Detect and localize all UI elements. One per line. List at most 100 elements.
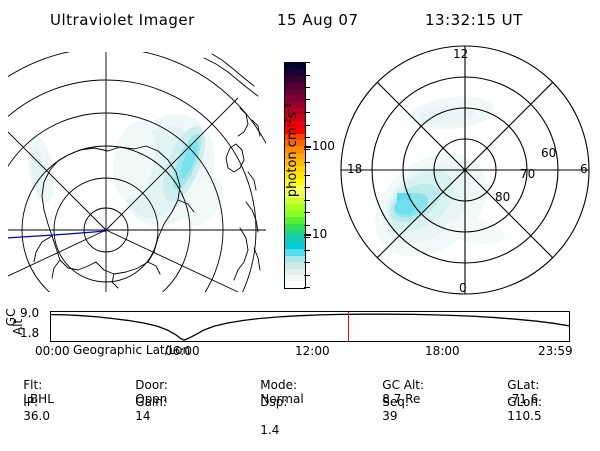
geographic-map-svg: [8, 52, 266, 292]
mlt-label-6: 6: [580, 162, 588, 176]
colorbar-segment: [285, 127, 305, 134]
colorbar-tick: [304, 175, 310, 176]
status-ip-label: IP:: [23, 395, 39, 409]
colorbar-segment: [285, 146, 305, 153]
colorbar-segment: [285, 185, 305, 192]
mlt-spokes: [341, 46, 589, 294]
colorbar-unit-mid: s: [285, 111, 301, 119]
status-glat-label: GLat:: [507, 378, 540, 392]
colorbar-segment: [285, 88, 305, 96]
colorbar-tick: [304, 137, 310, 138]
longitude-grid: [8, 52, 266, 292]
colorbar-segment: [285, 262, 305, 269]
colorbar-segment: [285, 159, 305, 166]
colorbar-segment: [285, 114, 305, 121]
colorbar-segment: [285, 152, 305, 160]
colorbar-segment: [285, 140, 305, 147]
status-dsp-label: Dsp:: [260, 395, 288, 409]
colorbar-segment: [285, 165, 305, 173]
colorbar-segment: [285, 229, 305, 237]
colorbar-tick-major: [304, 234, 311, 236]
header-bar: Ultraviolet Imager 15 Aug 07 13:32:15 UT: [0, 8, 600, 32]
colorbar-tick: [304, 212, 310, 213]
apex-mlt-panel[interactable]: 12 6 0 18 60 70 80 Apex MLat/MLT: [335, 45, 595, 295]
status-ip-value: 36.0: [23, 409, 50, 423]
orbit-ytick-low: 1.8: [20, 326, 40, 340]
status-dsp: Dsp: 1.4: [245, 381, 287, 451]
colorbar-tick: [304, 149, 310, 150]
status-ip: IP: 36.0: [8, 381, 50, 437]
colorbar-segment: [285, 63, 305, 70]
colorbar-segment: [285, 172, 305, 179]
colorbar-tick: [304, 75, 310, 76]
colorbar-panel: photon cm-2s-1 100 10: [265, 55, 335, 295]
colorbar-tick: [304, 287, 310, 288]
mlat-ring-label-60: 60: [541, 146, 557, 160]
apex-mlt-svg: [340, 45, 590, 295]
status-flt-label: Flt:: [23, 378, 43, 392]
colorbar-axis-label: photon cm-2s-1: [269, 83, 315, 233]
instrument-title: Ultraviolet Imager: [50, 11, 195, 29]
status-gain-value: 14: [135, 409, 151, 423]
colorbar-tick: [304, 262, 310, 263]
colorbar-unit-main: photon cm: [285, 127, 301, 198]
colorbar-ticks: [304, 62, 311, 289]
coastline-fragments: [203, 53, 261, 281]
mlt-label-18: 18: [347, 162, 363, 176]
orbit-altitude-panel[interactable]: GC Alt 9.0 1.8: [0, 300, 600, 358]
colorbar-segment: [285, 95, 305, 102]
colorbar-tick: [304, 99, 310, 100]
mlat-ring-label-80: 80: [495, 190, 511, 204]
orbit-plot-frame: [50, 311, 570, 342]
colorbar-segment: [285, 204, 305, 211]
status-gain-label: Gain:: [135, 395, 167, 409]
current-time-marker[interactable]: [347, 312, 350, 341]
status-glon-label: GLon:: [507, 395, 543, 409]
colorbar-segment: [285, 197, 305, 205]
colorbar-tick-label-100: 100: [312, 139, 335, 153]
colorbar-segment: [285, 217, 305, 224]
colorbar-segment: [285, 75, 305, 83]
colorbar-segment: [285, 120, 305, 128]
colorbar-segment: [285, 236, 305, 243]
status-glon: GLon: 110.5: [492, 381, 542, 437]
geographic-map-panel[interactable]: Geographic Lat/Lon: [8, 52, 266, 356]
terminator-line: [8, 230, 107, 239]
colorbar-tick: [304, 250, 310, 251]
colorbar-segment: [285, 249, 305, 256]
colorbar-segment: [285, 69, 305, 76]
observation-time: 13:32:15 UT: [425, 11, 523, 29]
status-mode-label: Mode:: [260, 378, 298, 392]
observation-date: 15 Aug 07: [277, 11, 359, 29]
colorbar-tick: [304, 87, 310, 88]
colorbar-tick: [304, 225, 310, 226]
spacecraft-altitude-curve: [50, 313, 570, 341]
status-gain: Gain: 14: [120, 381, 167, 437]
aurora-emission-apex: [375, 96, 505, 257]
colorbar-segment: [285, 268, 305, 275]
colorbar-segment: [285, 274, 305, 282]
status-glon-value: 110.5: [507, 409, 542, 423]
colorbar-segment: [285, 281, 305, 288]
status-seq-label: Seq:: [382, 395, 409, 409]
colorbar-segment: [285, 223, 305, 230]
colorbar-tick: [304, 112, 310, 113]
mlt-label-0: 0: [459, 281, 467, 295]
colorbar-segment: [285, 210, 305, 218]
colorbar-segment: [285, 255, 305, 263]
colorbar-tick: [304, 162, 310, 163]
colorbar-segment: [285, 191, 305, 198]
colorbar-tick: [304, 275, 310, 276]
colorbar-unit-exp2: -1: [283, 102, 294, 112]
status-footer: Flt: LBHL Door: Open Mode: Normal GC Alt…: [0, 364, 600, 437]
orbit-ytick-high: 9.0: [20, 306, 40, 320]
colorbar-segment: [285, 101, 305, 108]
colorbar-tick: [304, 62, 310, 63]
colorbar-tick: [304, 187, 310, 188]
status-seq: Seq: 39: [367, 381, 409, 437]
mlt-label-12: 12: [453, 47, 469, 61]
status-seq-value: 39: [382, 409, 398, 423]
colorbar-tick-major: [304, 146, 311, 148]
colorbar-segment: [285, 133, 305, 141]
coastline-antarctica: [33, 145, 195, 289]
